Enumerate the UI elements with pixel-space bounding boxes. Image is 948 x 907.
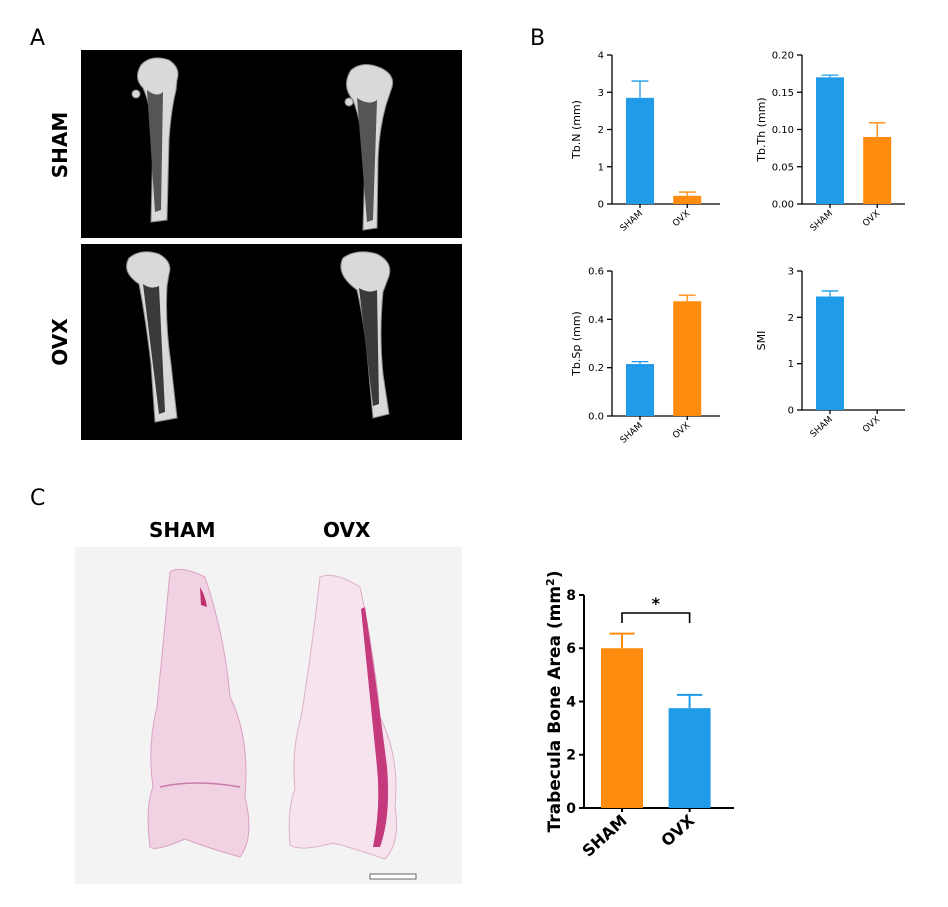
y-tick-label: 0.00 <box>772 200 794 211</box>
row-label-sham: SHAM <box>48 111 72 179</box>
x-tick-label: SHAM <box>619 209 645 234</box>
col-label-sham: SHAM <box>149 518 216 542</box>
bar-sham <box>601 648 643 808</box>
bone-image-ovx-left <box>126 251 178 423</box>
y-axis-label: Tb.N (mm) <box>570 100 583 160</box>
y-tick-label: 0.2 <box>588 363 604 374</box>
y-tick-label: 0.15 <box>772 88 794 99</box>
y-tick-label: 3 <box>788 267 794 278</box>
y-tick-label: 2 <box>566 748 576 764</box>
bar-sham <box>816 296 844 410</box>
x-tick-label: OVX <box>671 421 692 441</box>
x-tick-label: SHAM <box>578 811 630 861</box>
y-tick-label: 0 <box>566 801 576 817</box>
histology-image <box>75 547 462 884</box>
y-tick-label: 0 <box>788 406 794 417</box>
scale-bar <box>369 873 417 880</box>
panel-letter-b: B <box>530 26 546 51</box>
histology-section-ovx <box>288 574 398 860</box>
x-tick-label: OVX <box>861 209 882 229</box>
x-tick-label: OVX <box>671 209 692 229</box>
histology-section-sham <box>147 568 250 858</box>
x-tick-label: OVX <box>861 415 882 435</box>
y-tick-label: 0.05 <box>772 162 794 173</box>
y-axis-label: Trabecula Bone Area (mm2) <box>544 571 566 833</box>
y-axis-label: SMI <box>755 331 768 351</box>
bone-image-sham-right <box>344 64 394 231</box>
y-tick-label: 8 <box>566 588 576 604</box>
significance-bracket <box>621 612 691 623</box>
x-tick-label: SHAM <box>809 415 835 440</box>
x-tick-label: SHAM <box>809 209 835 234</box>
x-tick-label: SHAM <box>619 421 645 446</box>
y-tick-label: 3 <box>598 88 604 99</box>
chart-tb-th: 0.00 0.05 0.10 0.15 0.20 Tb.Th (mm) SHAM OVX <box>755 51 905 234</box>
panel-letter-c: C <box>30 486 46 511</box>
panel-letter-a: A <box>30 26 46 51</box>
bar-ovx <box>673 195 702 204</box>
bone-image-sham-left <box>131 57 179 223</box>
bar-ovx <box>673 301 702 416</box>
y-tick-label: 2 <box>788 313 794 324</box>
y-tick-label: 0.20 <box>772 51 794 62</box>
significance-label: * <box>652 594 661 613</box>
chart-tb-sp: 0.0 0.2 0.4 0.6 Tb.Sp (mm) SHAM OVX <box>570 267 720 446</box>
bar-ovx <box>863 136 892 204</box>
bone-image-ovx-right <box>340 251 391 419</box>
microct-image-sham <box>81 50 462 238</box>
y-tick-label: 0.4 <box>588 315 604 326</box>
col-label-ovx: OVX <box>323 518 371 542</box>
x-tick-label: OVX <box>657 810 698 850</box>
y-tick-label: 0.10 <box>772 125 794 136</box>
row-label-ovx: OVX <box>48 318 72 366</box>
y-axis-label: Tb.Th (mm) <box>755 97 768 162</box>
bar-sham <box>816 77 844 204</box>
y-tick-label: 4 <box>598 51 604 62</box>
y-tick-label: 1 <box>598 162 604 173</box>
y-tick-label: 2 <box>598 125 604 136</box>
bar-ovx <box>668 708 711 808</box>
y-tick-label: 0 <box>598 200 604 211</box>
y-tick-label: 6 <box>566 641 576 657</box>
chart-tb-n: 0 1 2 3 4 Tb.N (mm) SHAM OVX <box>570 51 720 234</box>
bar-sham <box>626 97 654 204</box>
chart-smi: 0 1 2 3 SMI SHAM OVX <box>755 267 905 440</box>
y-tick-label: 1 <box>788 359 794 370</box>
y-axis-label: Tb.Sp (mm) <box>570 311 583 377</box>
microct-image-ovx <box>81 244 462 440</box>
y-tick-label: 4 <box>566 694 576 710</box>
y-tick-label: 0.0 <box>588 412 604 423</box>
y-tick-label: 0.6 <box>588 267 604 278</box>
bar-sham <box>626 364 654 416</box>
